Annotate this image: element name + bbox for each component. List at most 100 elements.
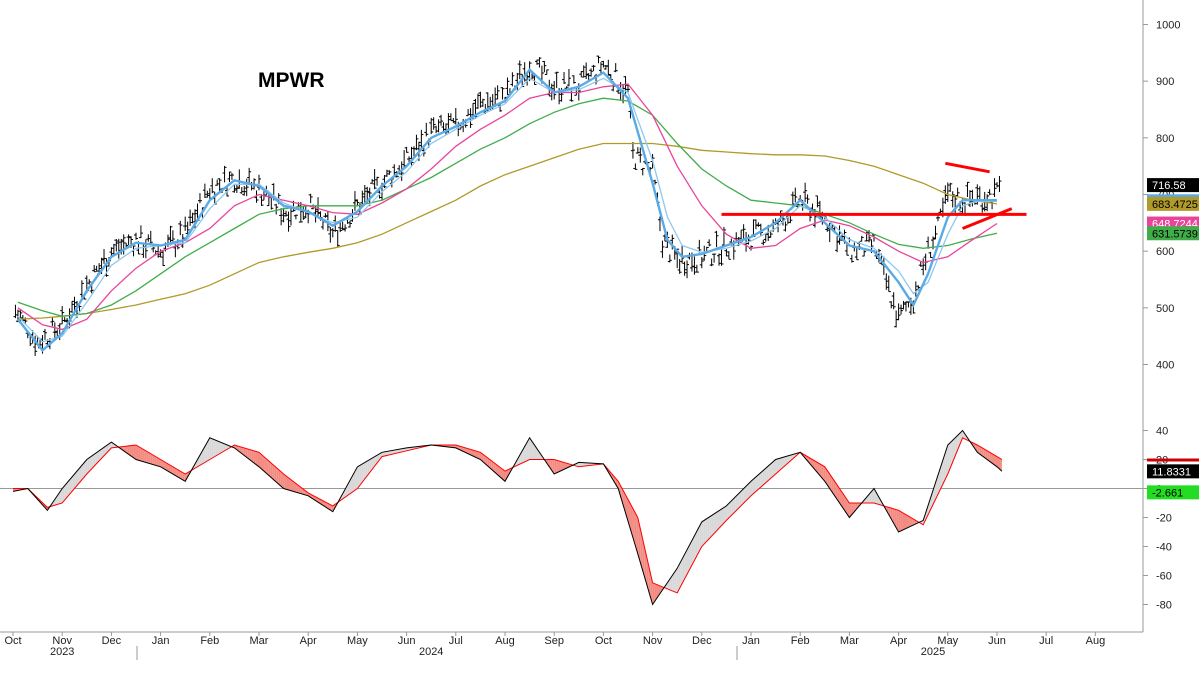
osc-fill [210, 438, 212, 460]
osc-fill [763, 469, 765, 485]
price-bar [596, 56, 600, 64]
osc-fill [145, 450, 147, 462]
osc-fill [725, 505, 727, 522]
month-label: Jul [449, 635, 463, 647]
osc-fill [281, 471, 283, 487]
osc-fill [743, 487, 745, 503]
price-bar [710, 258, 714, 266]
price-bar [892, 292, 896, 309]
price-bar [451, 118, 455, 123]
osc-fill [905, 514, 907, 529]
price-bar [727, 251, 731, 259]
price-bar [348, 221, 352, 228]
ma-line-50-day-ma [18, 84, 997, 329]
osc-fill [706, 518, 708, 542]
price-bar [783, 222, 787, 232]
price-bar [434, 126, 438, 133]
month-label: Jun [988, 635, 1006, 647]
osc-fill [723, 507, 725, 524]
osc-fill [908, 516, 910, 527]
osc-fill [216, 440, 218, 456]
price-bar [887, 276, 891, 292]
price-bar [862, 250, 866, 256]
price-bar [424, 123, 428, 137]
price-last-value-tag: 716.58 [1147, 178, 1199, 192]
ma-line-200-day-ma [18, 144, 997, 320]
price-bar [429, 118, 433, 134]
price-bar [695, 265, 699, 273]
osc-fill [708, 517, 710, 540]
price-bar [247, 168, 251, 183]
price-bar [210, 178, 214, 193]
osc-fill [727, 503, 729, 519]
price-bar [978, 186, 982, 200]
price-bar [537, 57, 541, 67]
price-bar [660, 241, 664, 258]
osc-fill [716, 512, 718, 532]
osc-fill [676, 566, 678, 592]
price-bar [336, 230, 340, 247]
svg-text:11.8331: 11.8331 [1152, 466, 1191, 478]
price-bar [668, 254, 672, 262]
month-label: Apr [890, 635, 907, 647]
month-label: May [347, 635, 368, 647]
price-bar [906, 302, 910, 308]
osc-fill [220, 442, 222, 454]
osc-fill [767, 466, 769, 482]
price-bar [301, 206, 305, 220]
price-bar [638, 148, 642, 163]
osc-fill [710, 515, 712, 538]
price-bar [742, 224, 746, 239]
osc-fill [361, 463, 363, 483]
price-bar [127, 234, 131, 245]
price-bar [567, 69, 571, 86]
price-bar [860, 236, 864, 242]
price-bar [287, 212, 291, 232]
price-bar [139, 225, 143, 238]
price-bar [717, 254, 721, 266]
month-label: Mar [250, 635, 269, 647]
price-bar [683, 262, 687, 276]
price-bar [946, 183, 950, 202]
price-bar [102, 249, 106, 264]
price-bar [606, 60, 610, 76]
osc-fill [906, 515, 908, 528]
price-bar [505, 78, 509, 96]
price-bar [414, 135, 418, 151]
osc-fill [759, 473, 761, 489]
osc-fill [214, 439, 216, 457]
price-last-value-tag: 683.4725 [1147, 197, 1199, 211]
price-bar [183, 217, 187, 231]
osc-fill [747, 483, 749, 499]
price-bar [146, 234, 150, 241]
osc-fill [137, 446, 139, 461]
month-label: Feb [791, 635, 810, 647]
month-label: Jul [1039, 635, 1053, 647]
price-bar [43, 329, 47, 340]
price-bar [375, 177, 379, 186]
chart-canvas: 4005006007008009001000716.58688.???683.4… [0, 0, 1200, 675]
price-bar [432, 117, 436, 130]
osc-fill [285, 475, 287, 490]
month-label: Jan [152, 635, 170, 647]
osc-y-tick-label: -60 [1156, 571, 1172, 583]
osc-fill [712, 514, 714, 536]
osc-fill [749, 481, 751, 497]
price-bar [948, 183, 952, 192]
price-bar [579, 71, 583, 77]
osc-fill [529, 439, 531, 460]
month-label: Jan [742, 635, 760, 647]
price-bar [235, 184, 239, 193]
osc-fill [755, 476, 757, 492]
osc-fill [253, 451, 255, 464]
osc-fill [771, 462, 773, 478]
osc-fill [714, 513, 716, 534]
price-bar [274, 204, 278, 215]
month-label: Oct [4, 635, 21, 647]
osc-fill [212, 439, 214, 459]
price-bar [141, 243, 145, 258]
price-bar [761, 240, 765, 245]
ticker-title: MPWR [258, 69, 325, 92]
osc-fill [702, 521, 704, 547]
price-bar [724, 249, 728, 256]
